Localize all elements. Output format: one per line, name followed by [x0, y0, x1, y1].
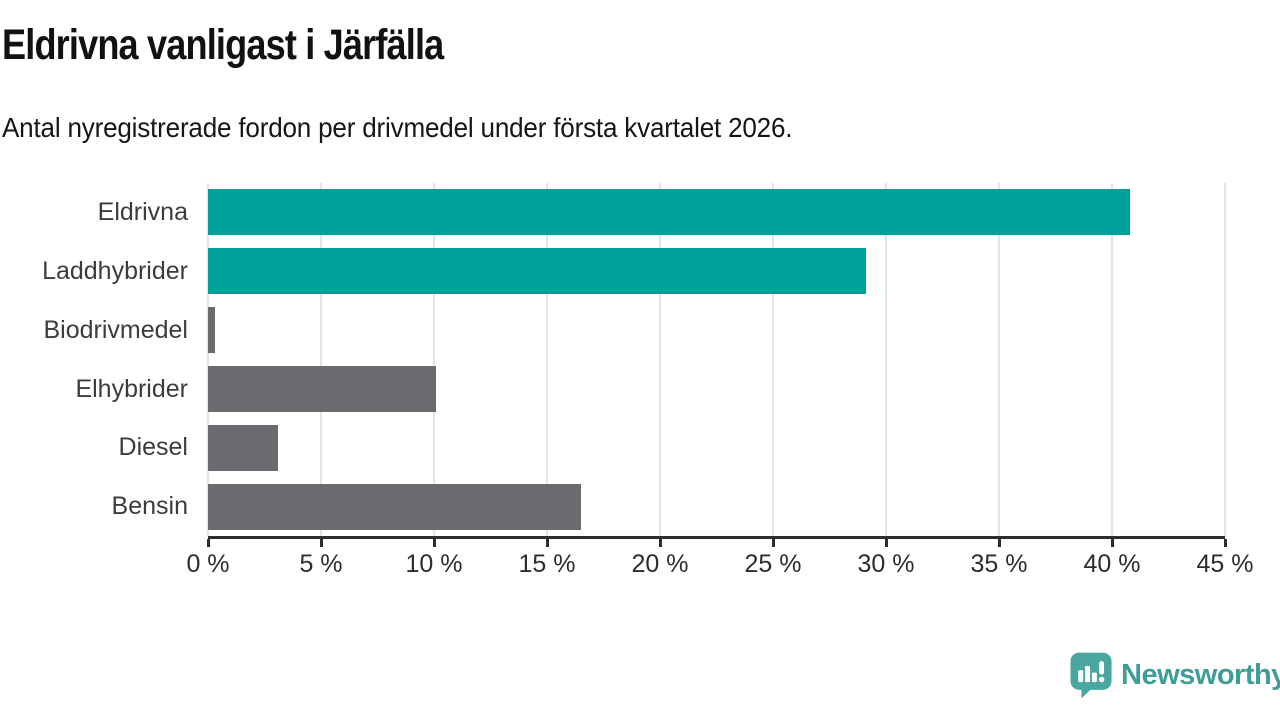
category-label: Biodrivmedel: [43, 315, 188, 344]
x-axis-tick-label: 20 %: [631, 550, 689, 578]
gridlines: [207, 183, 1226, 536]
x-axis-tick: [432, 539, 436, 547]
bar-row: [208, 301, 1225, 360]
category-label: Bensin: [111, 492, 188, 521]
x-axis-tick: [771, 539, 775, 547]
x-axis-tick-label: 30 %: [857, 550, 915, 578]
x-axis-tick-label: 5 %: [299, 550, 343, 578]
bar: [208, 307, 215, 354]
x-axis-tick-label: 35 %: [970, 550, 1028, 578]
bar: [208, 248, 866, 295]
chart-title: Eldrivna vanligast i Järfälla: [2, 21, 444, 69]
x-axis-tick-label: 15 %: [518, 550, 576, 578]
x-axis-tick: [206, 539, 210, 547]
category-label: Elhybrider: [75, 374, 188, 403]
x-axis-tick-label: 0 %: [186, 550, 230, 578]
x-axis-tick-label: 45 %: [1196, 550, 1254, 578]
gridline: [659, 183, 661, 536]
x-axis-tick: [658, 539, 662, 547]
category-label: Laddhybrider: [42, 256, 188, 285]
gridline: [320, 183, 322, 536]
bars: [208, 183, 1225, 536]
x-axis-tick-label: 25 %: [744, 550, 802, 578]
bar-row: [208, 242, 1225, 301]
x-axis: 0 % 5 % 10 % 15 % 20 % 25 % 30 % 35 % 40 % 45 %: [186, 536, 1253, 582]
bar-row: [208, 418, 1225, 477]
bar: [208, 483, 581, 530]
bar: [208, 189, 1131, 236]
bar-row: [208, 360, 1225, 419]
newsworthy-logo-icon: [1070, 652, 1112, 699]
brand-name: Newsworthy: [1121, 659, 1280, 691]
x-axis-tick-label: 10 %: [405, 550, 463, 578]
gridline: [998, 183, 1000, 536]
bar-row: [208, 183, 1225, 242]
gridline: [1111, 183, 1113, 536]
bar: [208, 424, 279, 471]
gridline: [546, 183, 548, 536]
gridline: [1224, 183, 1226, 536]
x-axis-tick: [319, 539, 323, 547]
x-axis-tick: [1110, 539, 1114, 547]
bar-row: [208, 477, 1225, 536]
brand-footer: Newsworthy: [1070, 652, 1280, 699]
x-axis-tick: [884, 539, 888, 547]
gridline: [885, 183, 887, 536]
x-axis-tick-label: 40 %: [1083, 550, 1141, 578]
category-labels: Eldrivna Laddhybrider Biodrivmedel Elhybrid…: [0, 183, 188, 536]
category-label: Eldrivna: [97, 198, 188, 226]
plot-area: [207, 183, 1226, 536]
gridline: [207, 183, 209, 536]
bar: [208, 365, 437, 412]
x-axis-line: [208, 536, 1225, 539]
category-label: Diesel: [118, 433, 188, 462]
x-axis-tick: [1223, 539, 1227, 547]
gridline: [772, 183, 774, 536]
gridline: [433, 183, 435, 536]
chart-subtitle: Antal nyregistrerade fordon per drivmede…: [2, 112, 793, 143]
x-axis-tick: [997, 539, 1001, 547]
x-axis-tick: [545, 539, 549, 547]
